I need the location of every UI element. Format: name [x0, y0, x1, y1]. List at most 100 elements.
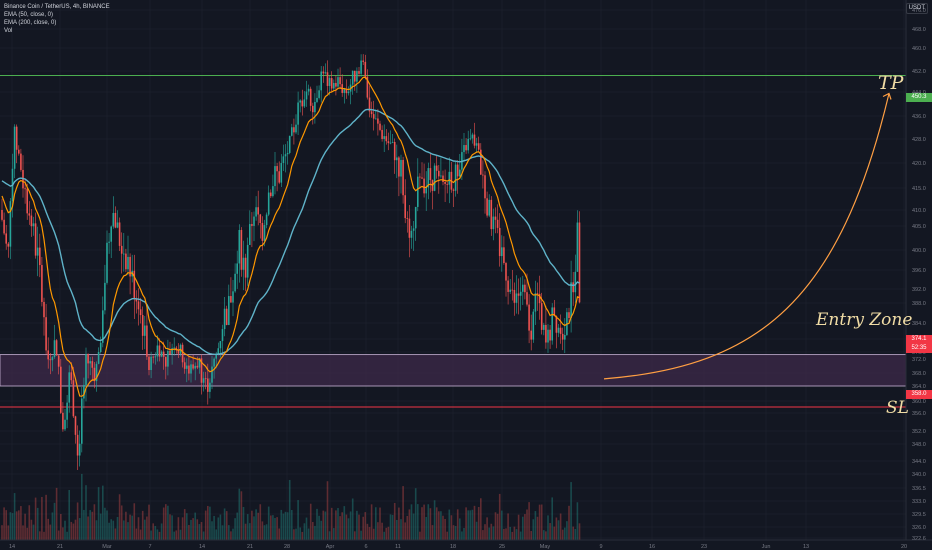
volume-bar — [402, 486, 404, 540]
volume-bar — [190, 519, 192, 540]
volume-bar — [473, 505, 476, 540]
volume-bar — [267, 506, 270, 540]
volume-bar — [555, 517, 558, 540]
volume-bar — [559, 513, 562, 540]
volume-bar — [295, 528, 297, 540]
candle-body — [204, 378, 207, 380]
candle-body — [288, 135, 291, 153]
candle-body — [545, 324, 547, 343]
volume-bar — [219, 514, 222, 540]
volume-bar — [57, 530, 60, 540]
y-tick-label: 415.0 — [912, 186, 926, 192]
volume-bar — [236, 512, 238, 540]
currency-label[interactable]: USDT — [905, 3, 928, 14]
candle-body — [190, 364, 192, 374]
volume-bar — [297, 500, 299, 540]
candle-body — [576, 222, 579, 272]
candle-body — [47, 350, 49, 360]
volume-bar — [425, 516, 427, 540]
volume-bar — [66, 531, 68, 540]
volume-bar — [192, 518, 194, 540]
y-tick-label: 428.0 — [912, 137, 926, 143]
candle-body — [102, 310, 104, 343]
volume-bar — [95, 520, 98, 540]
volume-bar — [116, 516, 119, 540]
candle-body — [522, 284, 524, 292]
candle-body — [213, 358, 215, 367]
y-tick-label: 352.0 — [912, 429, 926, 435]
volume-bar — [110, 519, 112, 540]
candle-body — [551, 307, 553, 341]
candle-body — [442, 175, 444, 183]
volume-bars — [1, 473, 581, 540]
candle-body — [270, 192, 272, 197]
volume-bar — [51, 512, 54, 540]
legend-symbol[interactable]: Binance Coin / TetherUS, 4h, BINANCE — [4, 4, 110, 10]
volume-bar — [102, 485, 104, 540]
candle-body — [97, 352, 100, 364]
volume-bar — [160, 523, 163, 540]
volume-bar — [459, 518, 461, 540]
volume-bar — [68, 489, 70, 540]
candle-body — [53, 340, 56, 358]
volume-bar — [410, 504, 413, 540]
volume-bar — [551, 497, 553, 540]
volume-bar — [36, 507, 39, 540]
candle-body — [393, 141, 396, 161]
legend-volume[interactable]: Vol — [4, 28, 13, 34]
candle-body — [333, 82, 335, 89]
volume-bar — [288, 479, 291, 540]
candle-body — [3, 219, 5, 234]
volume-bar — [162, 507, 165, 540]
candle-body — [519, 291, 522, 296]
volume-bar — [524, 514, 526, 540]
volume-bar — [261, 521, 264, 540]
legend-ema200[interactable]: EMA (200, close, 0) — [4, 20, 57, 26]
candle-body — [267, 192, 270, 215]
y-tick-label: 405.0 — [912, 224, 926, 230]
y-tick-label: 372.0 — [912, 357, 926, 363]
volume-bar — [202, 531, 205, 540]
candle-body — [156, 345, 159, 357]
volume-bar — [314, 525, 316, 540]
volume-bar — [83, 509, 85, 540]
volume-bar — [320, 520, 322, 540]
candle-body — [528, 304, 530, 331]
legend-ema50[interactable]: EMA (50, close, 0) — [4, 12, 54, 18]
volume-bar — [482, 530, 484, 540]
volume-bar — [20, 506, 22, 540]
volume-bar — [519, 531, 522, 540]
candle-body — [490, 199, 493, 230]
candle-body — [364, 61, 367, 77]
candle-body — [120, 245, 123, 254]
candle-body — [505, 263, 507, 281]
volume-bar — [49, 524, 52, 540]
volume-bar — [141, 510, 144, 540]
candle-body — [135, 299, 138, 302]
candle-body — [85, 353, 87, 385]
candle-body — [423, 178, 425, 194]
volume-bar — [198, 524, 201, 540]
candle-body — [410, 230, 413, 238]
volume-bar — [561, 529, 564, 540]
x-tick-label: Jun — [762, 544, 771, 550]
candle-body — [196, 365, 199, 368]
volume-bar — [89, 510, 91, 540]
y-tick-label: 329.5 — [912, 512, 926, 518]
volume-bar — [255, 509, 257, 540]
candle-body — [484, 175, 486, 199]
volume-bar — [515, 529, 518, 540]
volume-bar — [47, 518, 49, 540]
volume-bar — [118, 494, 121, 540]
candle-body — [404, 195, 406, 219]
x-tick-label: Apr — [326, 544, 335, 550]
candle-body — [276, 166, 278, 172]
volume-bar — [444, 518, 446, 540]
chart-legend: Binance Coin / TetherUS, 4h, BINANCE EMA… — [4, 3, 110, 35]
volume-bar — [389, 514, 392, 540]
volume-bar — [64, 520, 66, 540]
candle-body — [15, 126, 18, 150]
candle-body — [225, 308, 228, 325]
volume-bar — [324, 511, 327, 540]
